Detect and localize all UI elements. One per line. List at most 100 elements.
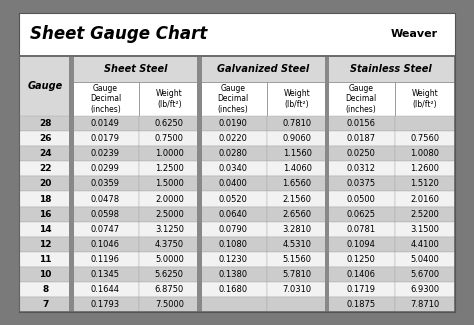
Text: 0.0359: 0.0359 [91, 179, 120, 188]
Bar [19, 282, 72, 297]
Text: 0.0239: 0.0239 [91, 149, 120, 158]
Text: 0.1196: 0.1196 [91, 255, 120, 264]
Bar [267, 237, 327, 252]
Text: 0.0500: 0.0500 [346, 194, 375, 203]
Bar [72, 191, 139, 207]
Bar [139, 146, 200, 161]
Bar [395, 161, 455, 176]
Bar [139, 191, 200, 207]
Text: 5.6700: 5.6700 [410, 270, 439, 279]
Bar [395, 116, 455, 131]
Text: 0.0790: 0.0790 [219, 225, 248, 234]
Bar [200, 297, 267, 312]
Bar [72, 176, 139, 191]
Bar [72, 207, 139, 222]
Text: 0.1046: 0.1046 [91, 240, 120, 249]
Text: 0.0478: 0.0478 [91, 194, 120, 203]
Text: 2.6560: 2.6560 [283, 210, 312, 219]
Text: 7: 7 [42, 300, 48, 309]
Text: 22: 22 [39, 164, 52, 173]
Text: Sheet Gauge Chart: Sheet Gauge Chart [30, 25, 207, 43]
Text: 0.0250: 0.0250 [346, 149, 375, 158]
Bar [327, 222, 395, 237]
Text: 0.1080: 0.1080 [219, 240, 248, 249]
Text: Weight
(lb/ft²): Weight (lb/ft²) [411, 89, 438, 109]
Bar [200, 207, 267, 222]
Bar [139, 161, 200, 176]
Bar [395, 176, 455, 191]
Bar [267, 191, 327, 207]
Text: 7.5000: 7.5000 [155, 300, 184, 309]
Bar [72, 146, 139, 161]
Text: 1.4060: 1.4060 [283, 164, 311, 173]
Text: 4.5310: 4.5310 [283, 240, 311, 249]
Bar [200, 176, 267, 191]
Bar [327, 252, 395, 267]
Text: 0.7560: 0.7560 [410, 134, 439, 143]
Bar [267, 282, 327, 297]
Text: 14: 14 [39, 225, 52, 234]
Bar [72, 161, 139, 176]
Bar [200, 237, 267, 252]
Bar [69, 56, 74, 312]
Text: 20: 20 [39, 179, 52, 188]
Bar [19, 161, 72, 176]
Bar [139, 237, 200, 252]
Text: 18: 18 [39, 194, 52, 203]
Bar [139, 131, 200, 146]
Bar [395, 282, 455, 297]
Bar [327, 207, 395, 222]
Text: 7.0310: 7.0310 [283, 285, 312, 294]
Text: 1.2600: 1.2600 [410, 164, 439, 173]
Bar [197, 56, 201, 312]
Bar [200, 252, 267, 267]
Bar [139, 82, 200, 116]
Bar [267, 207, 327, 222]
Bar [327, 282, 395, 297]
Text: 0.0312: 0.0312 [346, 164, 375, 173]
Bar [327, 116, 395, 131]
Text: 1.2500: 1.2500 [155, 164, 184, 173]
Bar [72, 267, 139, 282]
Text: Weight
(lb/ft²): Weight (lb/ft²) [284, 89, 310, 109]
Text: 0.1345: 0.1345 [91, 270, 120, 279]
Bar [139, 252, 200, 267]
Text: 2.0160: 2.0160 [410, 194, 439, 203]
Bar [395, 222, 455, 237]
Bar [200, 267, 267, 282]
Bar [19, 13, 455, 56]
Text: 0.0625: 0.0625 [346, 210, 375, 219]
Text: 0.0187: 0.0187 [346, 134, 375, 143]
Text: 28: 28 [39, 119, 52, 128]
Text: 0.0520: 0.0520 [219, 194, 248, 203]
Bar [327, 82, 395, 116]
Text: 3.1500: 3.1500 [410, 225, 439, 234]
Text: 12: 12 [39, 240, 52, 249]
Text: 5.7810: 5.7810 [283, 270, 312, 279]
Bar [267, 267, 327, 282]
Bar [72, 56, 200, 82]
Bar [139, 267, 200, 282]
Bar [72, 222, 139, 237]
Text: 10: 10 [39, 270, 52, 279]
Bar [327, 297, 395, 312]
Bar [139, 222, 200, 237]
Bar [327, 267, 395, 282]
Text: 1.0000: 1.0000 [155, 149, 184, 158]
Text: 0.0400: 0.0400 [219, 179, 248, 188]
Text: 0.1406: 0.1406 [346, 270, 375, 279]
Bar [19, 207, 72, 222]
Bar [395, 82, 455, 116]
Bar [72, 282, 139, 297]
Bar [327, 176, 395, 191]
Text: Stainless Steel: Stainless Steel [350, 64, 432, 74]
Bar [325, 56, 329, 312]
Bar [327, 131, 395, 146]
Text: 0.1250: 0.1250 [346, 255, 375, 264]
Bar [19, 267, 72, 282]
Text: 0.0598: 0.0598 [91, 210, 120, 219]
Text: 5.6250: 5.6250 [155, 270, 184, 279]
Bar [200, 282, 267, 297]
Text: 0.0340: 0.0340 [219, 164, 248, 173]
Bar [395, 207, 455, 222]
